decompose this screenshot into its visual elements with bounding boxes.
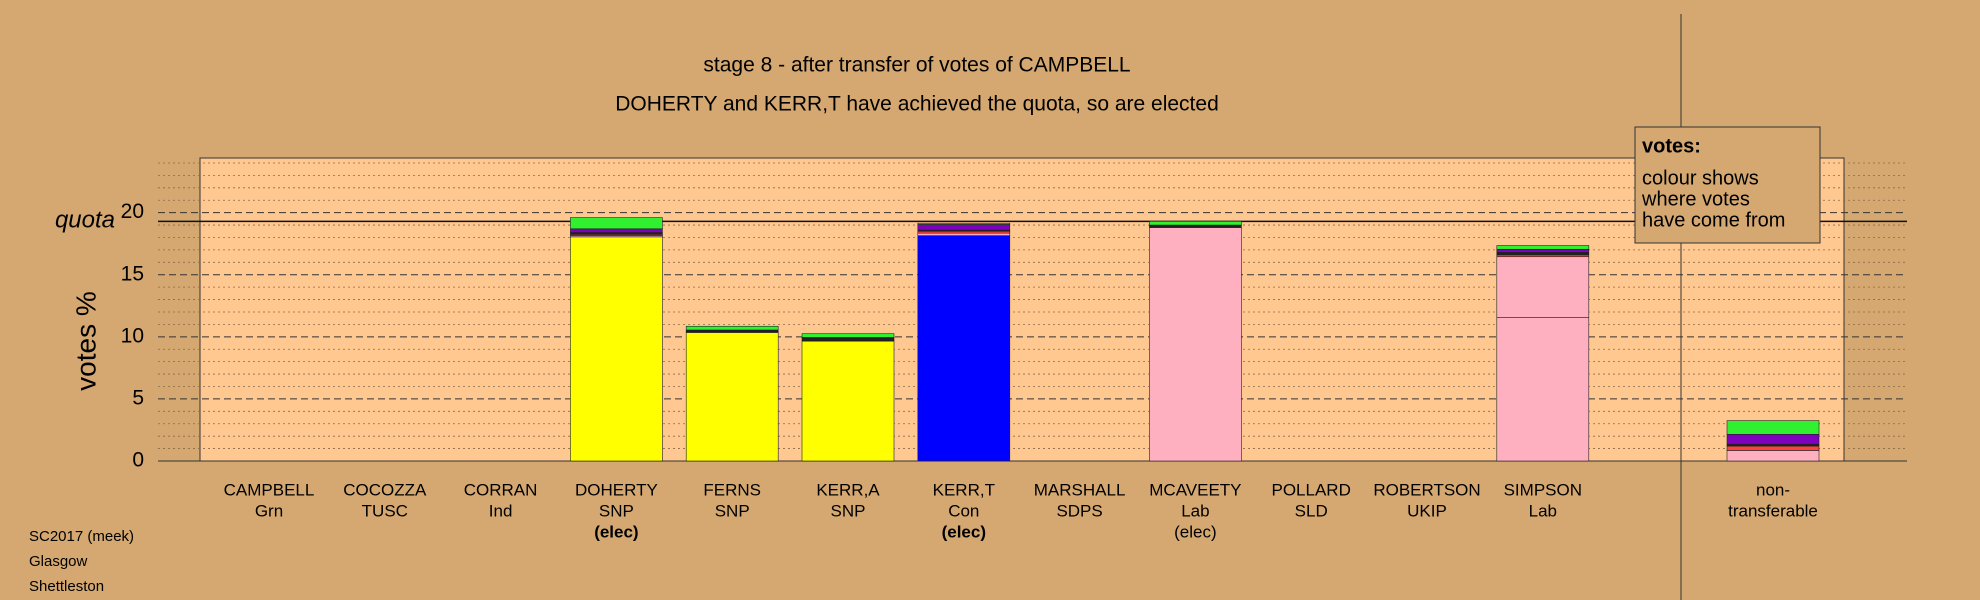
chart-subtitle: DOHERTY and KERR,T have achieved the quo… xyxy=(615,93,1219,116)
x-tick-label: COCOZZA xyxy=(343,480,427,499)
party-label: Con xyxy=(948,501,979,520)
bar-segment xyxy=(917,224,1011,231)
bar-segment xyxy=(1149,224,1242,228)
chart-title: stage 8 - after transfer of votes of CAM… xyxy=(703,54,1130,77)
y-tick-label: 5 xyxy=(132,386,144,409)
bar-segment xyxy=(685,325,779,331)
x-tick-label: MARSHALL xyxy=(1034,480,1126,499)
bar-segment xyxy=(1726,450,1820,462)
bar-segment xyxy=(570,236,663,462)
party-label: UKIP xyxy=(1407,501,1447,520)
x-tick-label: CAMPBELL xyxy=(224,480,315,499)
party-label: transferable xyxy=(1728,501,1818,520)
bar-segment xyxy=(685,332,779,462)
bar-segment xyxy=(801,337,895,342)
bar-segment xyxy=(1149,221,1242,226)
bar-segment xyxy=(570,228,663,233)
bar-segment xyxy=(917,232,1011,236)
legend-text: have come from xyxy=(1642,209,1785,231)
legend-title: votes: xyxy=(1642,135,1701,157)
party-label: SDPS xyxy=(1056,501,1102,520)
bar-segment xyxy=(801,340,895,462)
party-label: SNP xyxy=(831,501,866,520)
party-label: SLD xyxy=(1295,501,1328,520)
bar-segment xyxy=(801,333,895,338)
bar-segment xyxy=(1149,227,1242,462)
bar-segment xyxy=(1496,248,1590,253)
party-label: TUSC xyxy=(362,501,408,520)
bar-segment xyxy=(1726,420,1820,435)
x-tick-label: ROBERTSON xyxy=(1373,480,1480,499)
x-tick-label: DOHERTY xyxy=(575,480,658,499)
bar-segment xyxy=(1726,434,1820,445)
x-tick-label: POLLARD xyxy=(1272,480,1351,499)
status-label: (elec) xyxy=(1174,522,1217,541)
party-label: SNP xyxy=(715,501,750,520)
bar-segment xyxy=(917,222,1011,225)
x-tick-label: non- xyxy=(1756,480,1790,499)
bar-segment xyxy=(1496,317,1590,462)
y-tick-label: 15 xyxy=(121,262,144,285)
bar-segment xyxy=(1496,252,1590,256)
status-label: (elec) xyxy=(594,522,638,541)
bar-segment xyxy=(570,217,663,230)
x-tick-label: FERNS xyxy=(703,480,761,499)
legend-text: colour shows xyxy=(1642,167,1759,189)
party-label: Lab xyxy=(1181,501,1209,520)
x-tick-label: KERR,A xyxy=(816,480,880,499)
y-tick-label: 0 xyxy=(132,449,144,472)
x-tick-label: MCAVEETY xyxy=(1149,480,1241,499)
party-label: Ind xyxy=(489,501,513,520)
x-tick-label: SIMPSON xyxy=(1504,480,1582,499)
bar-segment xyxy=(1496,256,1590,318)
bar-segment xyxy=(917,235,1011,462)
party-label: SNP xyxy=(599,501,634,520)
plot-area xyxy=(199,157,1845,462)
x-tick-label: CORRAN xyxy=(464,480,538,499)
legend-box xyxy=(1634,126,1821,244)
party-label: Lab xyxy=(1529,501,1557,520)
y-tick-label: 10 xyxy=(121,324,144,347)
footer-text: Glasgow xyxy=(29,553,88,570)
footer-text: Shettleston xyxy=(29,578,104,595)
bar-segment xyxy=(1726,445,1820,451)
party-label: Grn xyxy=(255,501,283,520)
status-label: (elec) xyxy=(942,522,986,541)
legend-text: where votes xyxy=(1641,188,1750,210)
x-tick-label: KERR,T xyxy=(933,480,995,499)
y-axis-label: votes % xyxy=(70,291,101,391)
y-tick-label: 20 xyxy=(121,200,144,223)
footer-text: SC2017 (meek) xyxy=(29,528,134,545)
bar-segment xyxy=(1496,245,1590,250)
quota-label: quota xyxy=(55,207,115,234)
